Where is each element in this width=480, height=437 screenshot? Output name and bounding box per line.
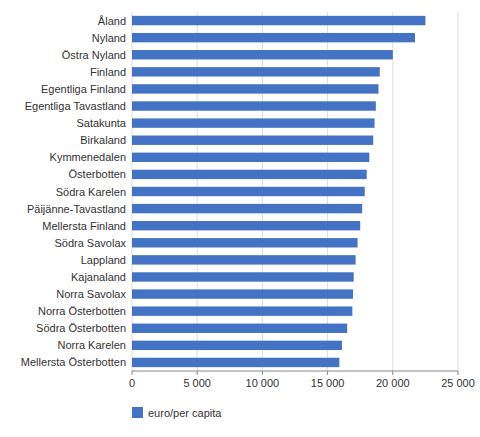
chart-svg: 0 5 000 10 000 15 000 20 000 25 000 Mellersta … bbox=[0, 0, 480, 437]
bar bbox=[132, 289, 353, 298]
y-tick-label: Österbotten bbox=[69, 168, 126, 180]
y-tick-label: Egentliga Finland bbox=[41, 83, 126, 95]
y-tick-label: Kymmenedalen bbox=[50, 151, 126, 163]
y-tick-label: Kajanaland bbox=[71, 271, 126, 283]
x-tick bbox=[392, 371, 393, 375]
x-tick-label: 0 bbox=[129, 377, 135, 389]
x-axis: 0 5 000 10 000 15 000 20 000 25 000 bbox=[129, 371, 475, 389]
y-tick-label: Norra Savolax bbox=[56, 288, 126, 300]
y-tick-label: Satakunta bbox=[76, 117, 126, 129]
y-tick-label: Finland bbox=[90, 66, 126, 78]
bar bbox=[132, 50, 393, 59]
y-tick-label: Mellersta Finland bbox=[42, 220, 126, 232]
grid bbox=[132, 12, 458, 371]
x-tick-label: 20 000 bbox=[376, 377, 410, 389]
bar bbox=[132, 255, 356, 264]
x-tick bbox=[458, 371, 459, 375]
bar bbox=[132, 101, 376, 110]
y-axis: Mellersta Österbotten Norra Karelen Södra … bbox=[21, 15, 127, 369]
bar bbox=[132, 118, 375, 127]
bar bbox=[132, 204, 362, 213]
grid-line bbox=[392, 12, 393, 371]
bar bbox=[132, 33, 415, 42]
bar bbox=[132, 136, 373, 145]
bar bbox=[132, 341, 342, 350]
y-tick-label: Norra Karelen bbox=[58, 339, 126, 351]
chart-container: 0 5 000 10 000 15 000 20 000 25 000 Mellersta … bbox=[0, 0, 480, 437]
y-tick-label: Mellersta Österbotten bbox=[21, 356, 126, 368]
x-tick bbox=[132, 371, 133, 375]
bar bbox=[132, 238, 358, 247]
bar bbox=[132, 358, 339, 367]
x-tick-label: 10 000 bbox=[246, 377, 280, 389]
legend-swatch bbox=[132, 407, 143, 418]
x-tick-label: 5 000 bbox=[183, 377, 211, 389]
grid-line bbox=[458, 12, 459, 371]
y-tick-label: Södra Savolax bbox=[54, 237, 126, 249]
bar bbox=[132, 306, 352, 315]
x-tick bbox=[262, 371, 263, 375]
x-tick-label: 15 000 bbox=[311, 377, 345, 389]
bar bbox=[132, 67, 380, 76]
legend: euro/per capita bbox=[132, 407, 222, 419]
x-axis-line bbox=[132, 371, 458, 372]
x-tick bbox=[327, 371, 328, 375]
y-tick-label: Päijänne-Tavastland bbox=[27, 203, 126, 215]
bar bbox=[132, 170, 367, 179]
bar bbox=[132, 324, 347, 333]
y-tick-label: Birkaland bbox=[80, 134, 126, 146]
y-tick-label: Norra Österbotten bbox=[38, 305, 126, 317]
bar bbox=[132, 187, 365, 196]
bar bbox=[132, 84, 378, 93]
bar bbox=[132, 153, 369, 162]
y-tick-label: Östra Nyland bbox=[62, 49, 126, 61]
y-tick-label: Åland bbox=[98, 15, 126, 27]
bar bbox=[132, 16, 425, 25]
y-tick-label: Nyland bbox=[92, 32, 126, 44]
y-tick-label: Södra Österbotten bbox=[36, 322, 126, 334]
y-tick-label: Södra Karelen bbox=[56, 186, 126, 198]
legend-label: euro/per capita bbox=[148, 407, 222, 419]
y-tick-label: Lappland bbox=[81, 254, 126, 266]
y-tick-label: Egentliga Tavastland bbox=[25, 100, 126, 112]
x-tick bbox=[197, 371, 198, 375]
bars bbox=[132, 16, 425, 367]
x-tick-label: 25 000 bbox=[441, 377, 475, 389]
bar bbox=[132, 272, 354, 281]
bar bbox=[132, 221, 360, 230]
